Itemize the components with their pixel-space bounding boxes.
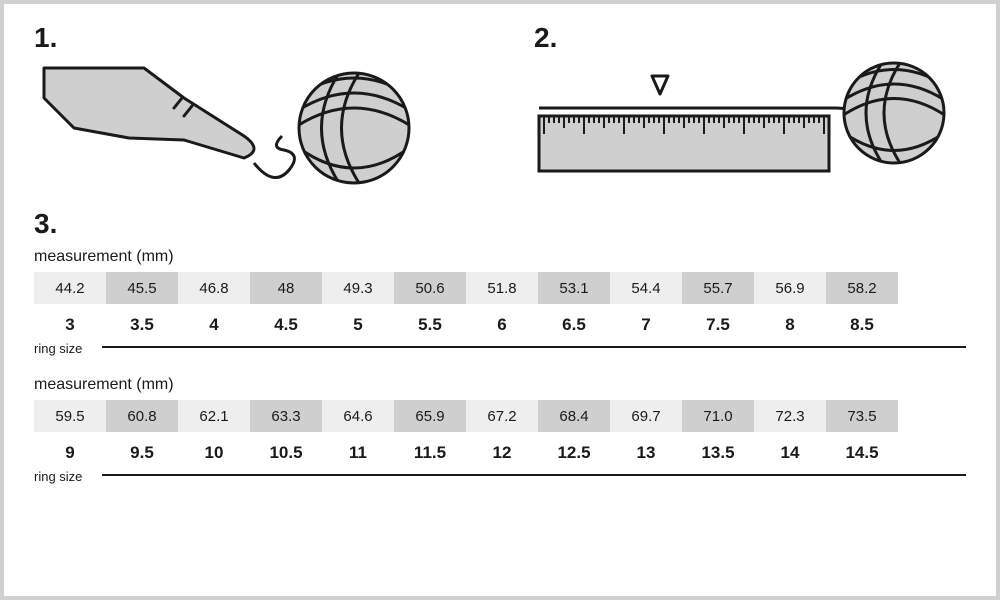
- mm-cell: 54.4: [610, 272, 682, 304]
- size-cell: 4.5: [250, 308, 322, 342]
- mm-cell: 64.6: [322, 400, 394, 432]
- size-cell: 9: [34, 436, 106, 470]
- size-cell: 10.5: [250, 436, 322, 470]
- mm-cell: 62.1: [178, 400, 250, 432]
- size-cell: 12: [466, 436, 538, 470]
- mm-cell: 50.6: [394, 272, 466, 304]
- size-row-1: 33.544.555.566.577.588.5: [34, 308, 966, 342]
- size-cell: 7.5: [682, 308, 754, 342]
- size-row-1-wrap: 33.544.555.566.577.588.5 ring size: [34, 308, 966, 342]
- size-cell: 6.5: [538, 308, 610, 342]
- mm-cell: 56.9: [754, 272, 826, 304]
- size-cell: 8: [754, 308, 826, 342]
- mm-row-1: 44.245.546.84849.350.651.853.154.455.756…: [34, 272, 966, 304]
- conversion-block-2: measurement (mm) 59.560.862.163.364.665.…: [34, 376, 966, 470]
- mm-cell: 53.1: [538, 272, 610, 304]
- step-2-number: 2.: [534, 22, 966, 54]
- mm-cell: 67.2: [466, 400, 538, 432]
- size-cell: 14: [754, 436, 826, 470]
- mm-cell: 72.3: [754, 400, 826, 432]
- ringsize-label-2: ring size: [34, 469, 82, 484]
- size-cell: 13.5: [682, 436, 754, 470]
- measurement-label-2: measurement (mm): [34, 376, 966, 394]
- step-3-number: 3.: [34, 208, 966, 240]
- size-cell: 5: [322, 308, 394, 342]
- mm-cell: 71.0: [682, 400, 754, 432]
- steps-row: 1.: [34, 22, 966, 202]
- mm-cell: 48: [250, 272, 322, 304]
- size-row-2-wrap: 99.51010.51111.51212.51313.51414.5 ring …: [34, 436, 966, 470]
- size-cell: 3.5: [106, 308, 178, 342]
- mm-cell: 65.9: [394, 400, 466, 432]
- size-cell: 11: [322, 436, 394, 470]
- size-cell: 14.5: [826, 436, 898, 470]
- size-cell: 6: [466, 308, 538, 342]
- step-2: 2.: [534, 22, 966, 198]
- mm-cell: 58.2: [826, 272, 898, 304]
- size-underline-1: [102, 346, 966, 348]
- mm-cell: 59.5: [34, 400, 106, 432]
- size-underline-2: [102, 474, 966, 476]
- step-1-illustration: [34, 58, 494, 198]
- step-3: 3. measurement (mm) 44.245.546.84849.350…: [34, 208, 966, 470]
- size-cell: 11.5: [394, 436, 466, 470]
- size-row-2: 99.51010.51111.51212.51313.51414.5: [34, 436, 966, 470]
- size-cell: 5.5: [394, 308, 466, 342]
- size-cell: 9.5: [106, 436, 178, 470]
- mm-cell: 69.7: [610, 400, 682, 432]
- ringsize-label-1: ring size: [34, 341, 82, 356]
- ruler-icon: [539, 116, 829, 171]
- size-cell: 4: [178, 308, 250, 342]
- size-cell: 3: [34, 308, 106, 342]
- mm-cell: 60.8: [106, 400, 178, 432]
- ruler-and-yarn-illustration: [534, 58, 954, 198]
- step-2-illustration: [534, 58, 966, 198]
- mm-cell: 68.4: [538, 400, 610, 432]
- size-cell: 10: [178, 436, 250, 470]
- size-cell: 8.5: [826, 308, 898, 342]
- mm-cell: 55.7: [682, 272, 754, 304]
- step-1: 1.: [34, 22, 494, 198]
- mm-cell: 51.8: [466, 272, 538, 304]
- mm-row-2: 59.560.862.163.364.665.967.268.469.771.0…: [34, 400, 966, 432]
- conversion-block-1: measurement (mm) 44.245.546.84849.350.65…: [34, 248, 966, 342]
- mm-cell: 45.5: [106, 272, 178, 304]
- size-cell: 13: [610, 436, 682, 470]
- hand-and-yarn-illustration: [34, 58, 454, 198]
- size-cell: 12.5: [538, 436, 610, 470]
- measurement-label-1: measurement (mm): [34, 248, 966, 266]
- size-cell: 7: [610, 308, 682, 342]
- mm-cell: 49.3: [322, 272, 394, 304]
- mm-cell: 63.3: [250, 400, 322, 432]
- infographic-frame: 1.: [0, 0, 1000, 600]
- step-1-number: 1.: [34, 22, 494, 54]
- mm-cell: 44.2: [34, 272, 106, 304]
- mm-cell: 73.5: [826, 400, 898, 432]
- mm-cell: 46.8: [178, 272, 250, 304]
